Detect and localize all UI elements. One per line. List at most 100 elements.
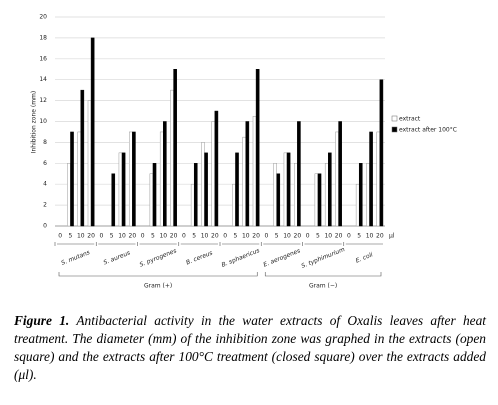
- x-tick-label: 10: [201, 233, 209, 240]
- bar: [163, 121, 167, 227]
- bar: [369, 131, 373, 227]
- bar: [328, 152, 332, 227]
- bar: [314, 173, 319, 227]
- bar: [173, 69, 177, 227]
- bar: [70, 131, 74, 227]
- x-tick-label: 20: [294, 233, 302, 240]
- bar: [376, 131, 381, 227]
- bar: [132, 131, 136, 227]
- group-label: B. cereus: [185, 250, 214, 267]
- bar: [201, 142, 205, 227]
- x-tick-label: 20: [211, 233, 219, 240]
- y-tick-label: 20: [39, 14, 47, 21]
- bar: [276, 173, 281, 227]
- y-tick-label: 2: [43, 202, 47, 209]
- y-axis-label: Inhibition zone (mm): [31, 91, 38, 154]
- y-tick-label: 18: [39, 34, 47, 41]
- legend-swatch: [391, 115, 398, 122]
- x-tick-label: 0: [306, 233, 310, 240]
- bar: [118, 152, 123, 227]
- x-tick-label: 10: [366, 233, 374, 240]
- bar: [204, 152, 208, 227]
- y-tick-label: 14: [39, 76, 47, 83]
- x-tick-label: 10: [324, 233, 332, 240]
- caption-text: Antibacterial activity in the water extr…: [14, 313, 487, 382]
- x-tick-label: 10: [283, 233, 291, 240]
- x-tick-label: 20: [87, 233, 95, 240]
- bar: [317, 173, 322, 227]
- y-tick-label: 0: [43, 223, 47, 230]
- bar: [294, 163, 298, 227]
- legend-swatch: [391, 126, 398, 133]
- x-tick-label: 10: [159, 233, 167, 240]
- x-tick-label: 5: [316, 233, 320, 240]
- y-tick-label: 6: [43, 160, 47, 167]
- group-label: S. mutans: [60, 249, 91, 267]
- x-tick-label: 5: [357, 233, 361, 240]
- x-tick-label: 0: [347, 233, 351, 240]
- x-tick-label: 5: [69, 233, 73, 240]
- bar: [129, 131, 133, 227]
- bar: [338, 121, 342, 227]
- bar: [87, 100, 92, 227]
- group-label: S. typhimurium: [300, 246, 346, 270]
- y-tick-label: 10: [39, 118, 47, 125]
- bar: [170, 89, 174, 227]
- bar: [255, 69, 260, 227]
- x-tick-label: 20: [335, 233, 343, 240]
- x-tick-label: 0: [264, 233, 268, 240]
- x-tick-label: 20: [376, 233, 384, 240]
- gram-bracket: [264, 272, 382, 277]
- bar: [193, 163, 198, 227]
- bar: [286, 152, 291, 227]
- y-tick-label: 12: [39, 97, 47, 104]
- x-tick-label: 0: [141, 233, 145, 240]
- bar: [90, 37, 95, 227]
- legend-label: extract: [399, 116, 421, 123]
- bar: [242, 136, 247, 227]
- bar: [190, 183, 195, 227]
- caption-label: Figure 1.: [14, 313, 70, 328]
- x-tick-label: 20: [252, 233, 260, 240]
- bar: [80, 89, 85, 227]
- gram-label: Gram (+): [144, 283, 172, 290]
- bar: [235, 152, 239, 227]
- x-tick-label: 5: [275, 233, 279, 240]
- bar: [297, 121, 301, 227]
- x-tick-label: 20: [170, 233, 178, 240]
- group-label: S. pyrogenes: [139, 247, 178, 268]
- bar: [121, 152, 126, 227]
- group-label: E. aerogenes: [262, 247, 301, 268]
- bar: [111, 173, 116, 227]
- gram-label: Gram (−): [309, 283, 337, 290]
- bar: [77, 131, 82, 227]
- x-tick-label: 10: [118, 233, 126, 240]
- bar: [232, 183, 236, 227]
- bar: [211, 121, 216, 227]
- y-tick-label: 16: [39, 55, 47, 62]
- bar: [159, 131, 164, 227]
- bar: [366, 163, 370, 227]
- legend-label: extract after 100°C: [399, 127, 457, 134]
- x-tick-label: 20: [129, 233, 137, 240]
- bar: [149, 173, 154, 227]
- x-tick-label: 10: [242, 233, 250, 240]
- x-tick-label: 0: [182, 233, 186, 240]
- caption: Figure 1. Antibacterial activity in the …: [14, 312, 486, 384]
- x-tick-label: 5: [234, 233, 238, 240]
- bar: [67, 163, 71, 227]
- bar: [214, 110, 219, 227]
- x-tick-label: 10: [77, 233, 85, 240]
- bar: [379, 79, 384, 227]
- x-unit: μl: [389, 233, 395, 240]
- bar: [273, 163, 277, 227]
- bar: [324, 163, 329, 227]
- x-tick-label: 5: [110, 233, 114, 240]
- x-tick-label: 0: [223, 233, 227, 240]
- y-tick-label: 4: [43, 181, 47, 188]
- group-label: S. aureus: [102, 249, 131, 266]
- group-label: B. sphaericus: [221, 247, 261, 269]
- x-tick-label: 0: [99, 233, 103, 240]
